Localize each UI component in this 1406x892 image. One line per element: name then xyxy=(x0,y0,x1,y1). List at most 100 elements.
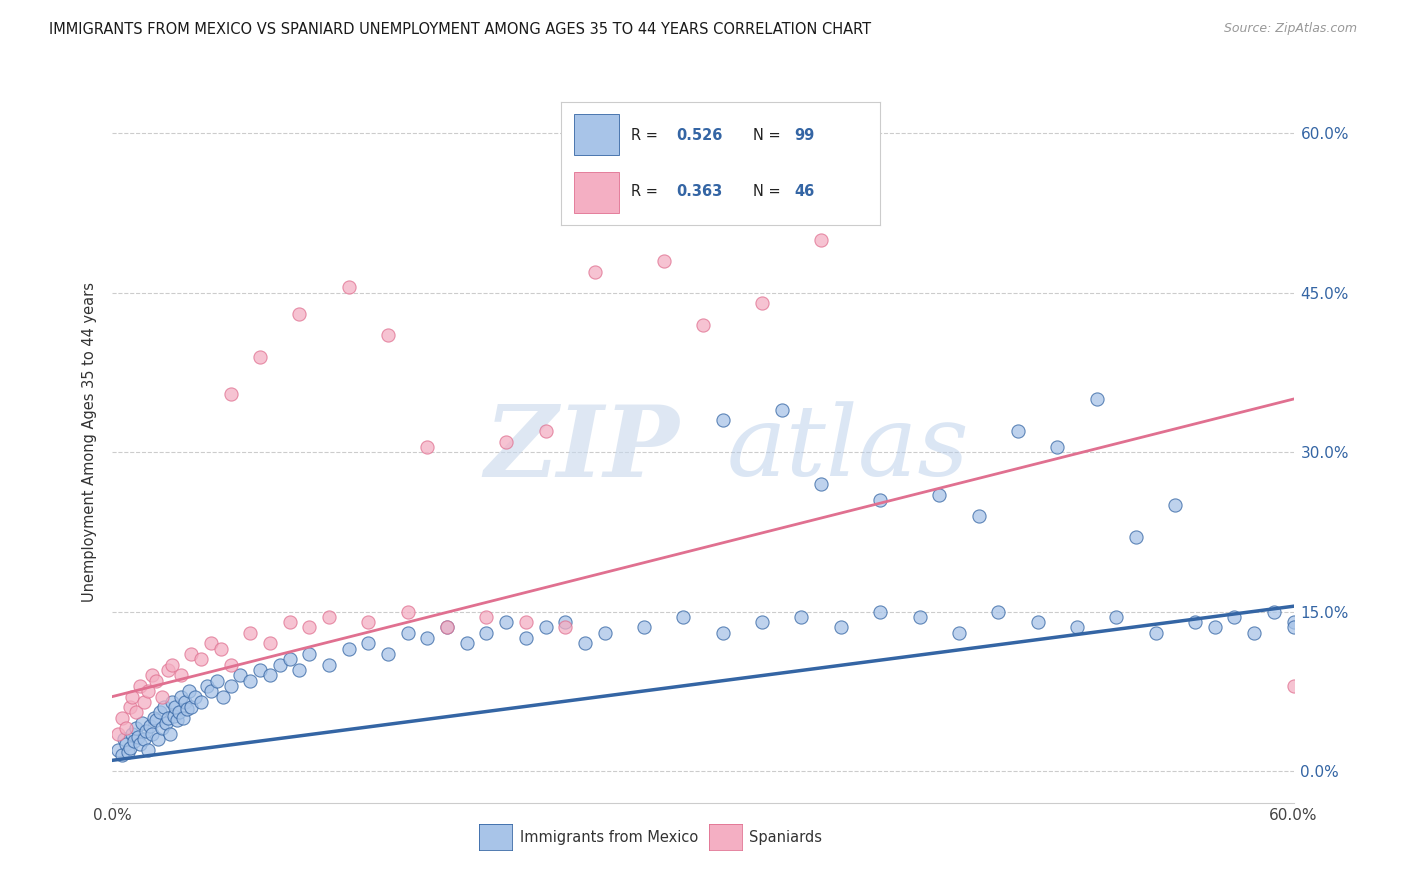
Point xyxy=(111,747,134,762)
Point xyxy=(1263,605,1285,619)
Point xyxy=(278,615,301,630)
Point xyxy=(200,684,222,698)
Point xyxy=(120,700,142,714)
Point xyxy=(1144,625,1167,640)
Text: atlas: atlas xyxy=(727,401,969,497)
Point xyxy=(112,732,135,747)
Point xyxy=(652,253,675,268)
Point xyxy=(141,727,163,741)
Point xyxy=(396,605,419,619)
Point xyxy=(633,620,655,634)
Point xyxy=(190,652,212,666)
Point xyxy=(249,350,271,364)
Point xyxy=(180,647,202,661)
Point xyxy=(111,711,134,725)
Point xyxy=(948,625,970,640)
Point xyxy=(132,695,155,709)
Point xyxy=(166,713,188,727)
Point xyxy=(396,625,419,640)
Point xyxy=(967,508,990,523)
Point xyxy=(298,647,321,661)
Point xyxy=(145,713,167,727)
Point xyxy=(195,679,218,693)
Point xyxy=(810,477,832,491)
Point xyxy=(176,702,198,716)
Text: IMMIGRANTS FROM MEXICO VS SPANIARD UNEMPLOYMENT AMONG AGES 35 TO 44 YEARS CORREL: IMMIGRANTS FROM MEXICO VS SPANIARD UNEMP… xyxy=(49,22,872,37)
Point xyxy=(1184,615,1206,630)
Y-axis label: Unemployment Among Ages 35 to 44 years: Unemployment Among Ages 35 to 44 years xyxy=(82,282,97,601)
Point xyxy=(770,402,793,417)
Point xyxy=(107,742,129,756)
Point xyxy=(211,690,233,704)
Point xyxy=(150,722,173,736)
Point xyxy=(136,684,159,698)
Point xyxy=(298,620,321,634)
Point xyxy=(1282,620,1305,634)
Point xyxy=(107,727,129,741)
Point xyxy=(928,488,950,502)
Point xyxy=(908,610,931,624)
Point xyxy=(515,631,537,645)
Point xyxy=(180,700,202,714)
Point xyxy=(149,706,172,720)
Point xyxy=(1066,620,1088,634)
Point xyxy=(122,734,145,748)
Point xyxy=(125,722,148,736)
Point xyxy=(142,711,165,725)
Point xyxy=(554,620,576,634)
Point xyxy=(515,615,537,630)
Point xyxy=(169,706,191,720)
Point xyxy=(127,730,149,744)
Point xyxy=(239,673,262,688)
Point xyxy=(534,424,557,438)
Point xyxy=(751,296,773,310)
Point xyxy=(278,652,301,666)
Point xyxy=(131,716,153,731)
Point xyxy=(125,706,148,720)
Point xyxy=(170,668,193,682)
Point xyxy=(1007,424,1029,438)
Point xyxy=(574,636,596,650)
Point xyxy=(155,716,177,731)
Point xyxy=(1282,679,1305,693)
Point xyxy=(475,625,498,640)
Point xyxy=(259,636,281,650)
Point xyxy=(129,737,152,751)
Point xyxy=(1282,615,1305,630)
Point xyxy=(830,620,852,634)
Point xyxy=(160,657,183,672)
Point xyxy=(115,737,138,751)
Point xyxy=(259,668,281,682)
Point xyxy=(1046,440,1069,454)
Point xyxy=(229,668,252,682)
Point xyxy=(129,679,152,693)
Point xyxy=(219,386,242,401)
Point xyxy=(165,700,187,714)
Point xyxy=(869,605,891,619)
Point xyxy=(377,647,399,661)
Point xyxy=(337,641,360,656)
Point xyxy=(141,668,163,682)
Point xyxy=(172,711,194,725)
Point xyxy=(613,147,636,161)
Point xyxy=(583,264,606,278)
Point xyxy=(593,625,616,640)
Point xyxy=(184,690,207,704)
Point xyxy=(416,440,439,454)
Point xyxy=(205,673,228,688)
Point xyxy=(288,663,311,677)
Text: Spaniards: Spaniards xyxy=(749,830,823,845)
Point xyxy=(1223,610,1246,624)
Point xyxy=(495,434,517,449)
Point xyxy=(810,233,832,247)
Point xyxy=(1105,610,1128,624)
Point xyxy=(239,625,262,640)
Point xyxy=(209,641,232,656)
Point xyxy=(751,615,773,630)
Point xyxy=(318,657,340,672)
Point xyxy=(135,723,157,738)
Text: Immigrants from Mexico: Immigrants from Mexico xyxy=(520,830,699,845)
Point xyxy=(1204,620,1226,634)
Point xyxy=(139,719,162,733)
Point xyxy=(869,493,891,508)
